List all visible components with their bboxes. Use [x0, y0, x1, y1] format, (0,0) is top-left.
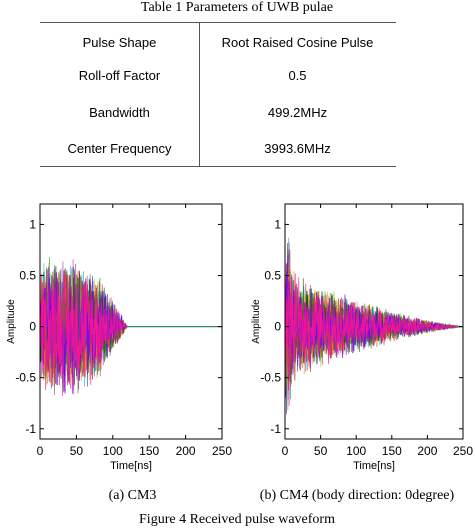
x-tick-label: 150 [382, 444, 402, 458]
y-tick-label: 0 [274, 320, 281, 334]
y-tick-label: -1 [270, 422, 281, 436]
table-column-divider [199, 22, 200, 166]
waveform-trace [284, 261, 463, 406]
table-bottom-rule [40, 166, 396, 167]
table-value-cell: Root Raised Cosine Pulse [221, 35, 374, 50]
table-value-cell: 3993.6MHz [264, 141, 331, 156]
y-tick-label: 1 [274, 217, 281, 231]
table-param-cell: Bandwidth [89, 105, 150, 120]
x-tick-label: 250 [212, 444, 232, 458]
x-axis-label: Time[ns] [110, 460, 152, 472]
y-tick-label: -0.5 [260, 371, 281, 385]
x-tick-label: 50 [314, 444, 328, 458]
x-tick-label: 150 [139, 444, 159, 458]
y-axis-label: Amplitude [251, 299, 262, 344]
y-tick-label: 0 [29, 320, 36, 334]
plot-frame [284, 203, 464, 440]
x-tick-label: 50 [70, 444, 84, 458]
x-tick-label: 0 [37, 444, 44, 458]
table-value-cell: 0.5 [288, 68, 307, 83]
table-param-cell: Roll-off Factor [78, 68, 161, 83]
y-tick-label: -1 [25, 422, 36, 436]
table-top-rule [40, 22, 396, 23]
x-tick-label: 0 [282, 444, 289, 458]
table-param-cell: Pulse Shape [82, 35, 157, 50]
y-axis-label: Amplitude [6, 299, 17, 344]
x-tick-label: 100 [346, 444, 366, 458]
x-tick-label: 200 [417, 444, 437, 458]
panel-caption-b: (b) CM4 (body direction: 0degree) [259, 488, 455, 503]
y-tick-label: 0.5 [264, 269, 281, 283]
x-tick-label: 200 [176, 444, 196, 458]
x-tick-label: 250 [453, 444, 473, 458]
y-tick-label: -0.5 [15, 371, 36, 385]
table-value-cell: 499.2MHz [267, 105, 328, 120]
y-tick-label: 0.5 [19, 269, 36, 283]
chart-panel-a: 10.50-0.5-10 50 100 150 200 250Time[ns]Amplit… [6, 203, 232, 472]
panel-caption-a: (a) CM3 [108, 488, 157, 503]
chart-panel-b: 10.50-0.5-10 50 100 150 200 250Time[ns]Amplit… [251, 203, 473, 472]
plot-frame [39, 203, 223, 440]
table-param-cell: Center Frequency [67, 141, 172, 156]
y-tick-label: 1 [29, 217, 36, 231]
x-tick-label: 100 [103, 444, 123, 458]
x-axis-label: Time[ns] [353, 460, 395, 472]
table-caption: Table 1 Parameters of UWB pulae [140, 0, 334, 15]
figure-caption: Figure 4 Received pulse waveform [139, 512, 335, 527]
